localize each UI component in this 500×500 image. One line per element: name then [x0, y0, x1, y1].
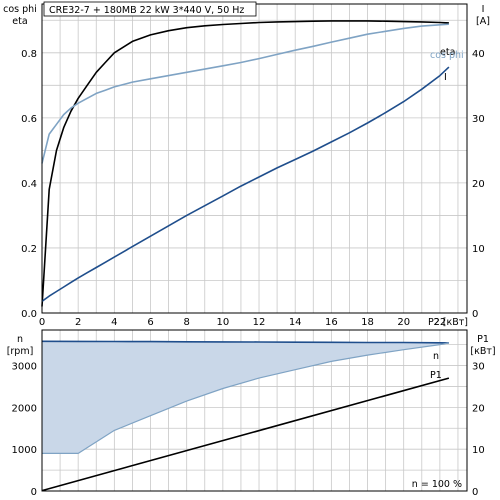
bottom-right-tick-label: 30	[472, 362, 485, 373]
top-x-tick-label: 22	[434, 317, 447, 328]
bottom-plot: 0 1000 2000 3000 0 10 20 30	[12, 340, 485, 498]
series-label-eta: eta	[440, 47, 455, 58]
bottom-right-axis-label-line2: [кВт]	[470, 346, 495, 357]
bottom-left-tick-label: 0	[31, 487, 37, 498]
bottom-left-tick-label: 1000	[12, 445, 37, 456]
top-right-tick-label: 20	[472, 179, 485, 190]
top-x-tick-label: 6	[147, 317, 153, 328]
series-label-cos-phi: cos phi	[430, 50, 464, 61]
top-x-tick-label: 0	[39, 317, 45, 328]
cos-phi-curve	[41, 23, 449, 164]
bottom-right-tick-label: 0	[472, 487, 478, 498]
top-left-tick-label: 0.8	[21, 49, 37, 60]
top-left-tick-label: 0.6	[21, 114, 37, 125]
x-axis-label: P2 [кВт]	[428, 317, 468, 328]
top-right-axis-label-line2: [A]	[476, 16, 490, 27]
speed-annotation: n = 100 %	[412, 479, 462, 490]
top-left-tick-label: 0.4	[21, 179, 37, 190]
title-box	[43, 1, 257, 17]
bottom-right-tick-label: 10	[472, 445, 485, 456]
top-plot: 0 2 4 6 8 10 12 14 16 18 20 22 0.0 0.2 0.4 0.6 0.8 0 10 20 3…	[21, 20, 485, 328]
bottom-left-axis-label-line1: n	[17, 334, 23, 345]
top-right-axis-label-line1: I	[482, 4, 485, 15]
top-right-tick-label: 10	[472, 244, 485, 255]
top-left-tick-label: 0.2	[21, 244, 37, 255]
bottom-right-tick-label: 20	[472, 403, 485, 414]
top-x-tick-label: 20	[397, 317, 410, 328]
top-right-tick-label: 40	[472, 49, 485, 60]
top-right-tick-label: 30	[472, 114, 485, 125]
bottom-left-tick-label: 3000	[12, 362, 37, 373]
speed-max-curve	[41, 340, 449, 344]
top-left-axis-label-line1: cos phi	[3, 4, 37, 15]
speed-range-area	[42, 341, 449, 454]
top-x-tick-label: 12	[253, 317, 266, 328]
series-label-speed: n	[433, 351, 439, 362]
p1-curve	[41, 377, 450, 492]
top-x-tick-label: 4	[111, 317, 117, 328]
bottom-left-axis-label-line2: [rpm]	[7, 346, 34, 357]
top-x-tick-label: 8	[183, 317, 189, 328]
top-x-tick-label: 16	[325, 317, 338, 328]
top-grid	[42, 4, 467, 313]
chart-title: CRE32-7 + 180MB 22 kW 3*440 V, 50 Hz	[49, 5, 244, 16]
speed-min-curve	[42, 342, 450, 454]
top-x-tick-label: 18	[361, 317, 374, 328]
eta-curve	[41, 20, 449, 307]
top-left-axis-label-line2: eta	[12, 16, 27, 27]
top-x-tick-label: 14	[289, 317, 302, 328]
top-x-tick-label: 10	[216, 317, 229, 328]
series-label-current: I	[444, 72, 447, 83]
top-x-tick-label: 2	[75, 317, 81, 328]
bottom-right-axis-label-line1: P1	[477, 334, 489, 345]
top-right-tick-label: 0	[472, 309, 478, 320]
bottom-plot-frame	[41, 329, 468, 492]
current-curve	[41, 66, 450, 302]
top-left-tick-label: 0.0	[21, 309, 37, 320]
bottom-left-tick-label: 2000	[12, 403, 37, 414]
top-plot-frame	[41, 3, 468, 314]
series-label-p1: P1	[430, 370, 442, 381]
